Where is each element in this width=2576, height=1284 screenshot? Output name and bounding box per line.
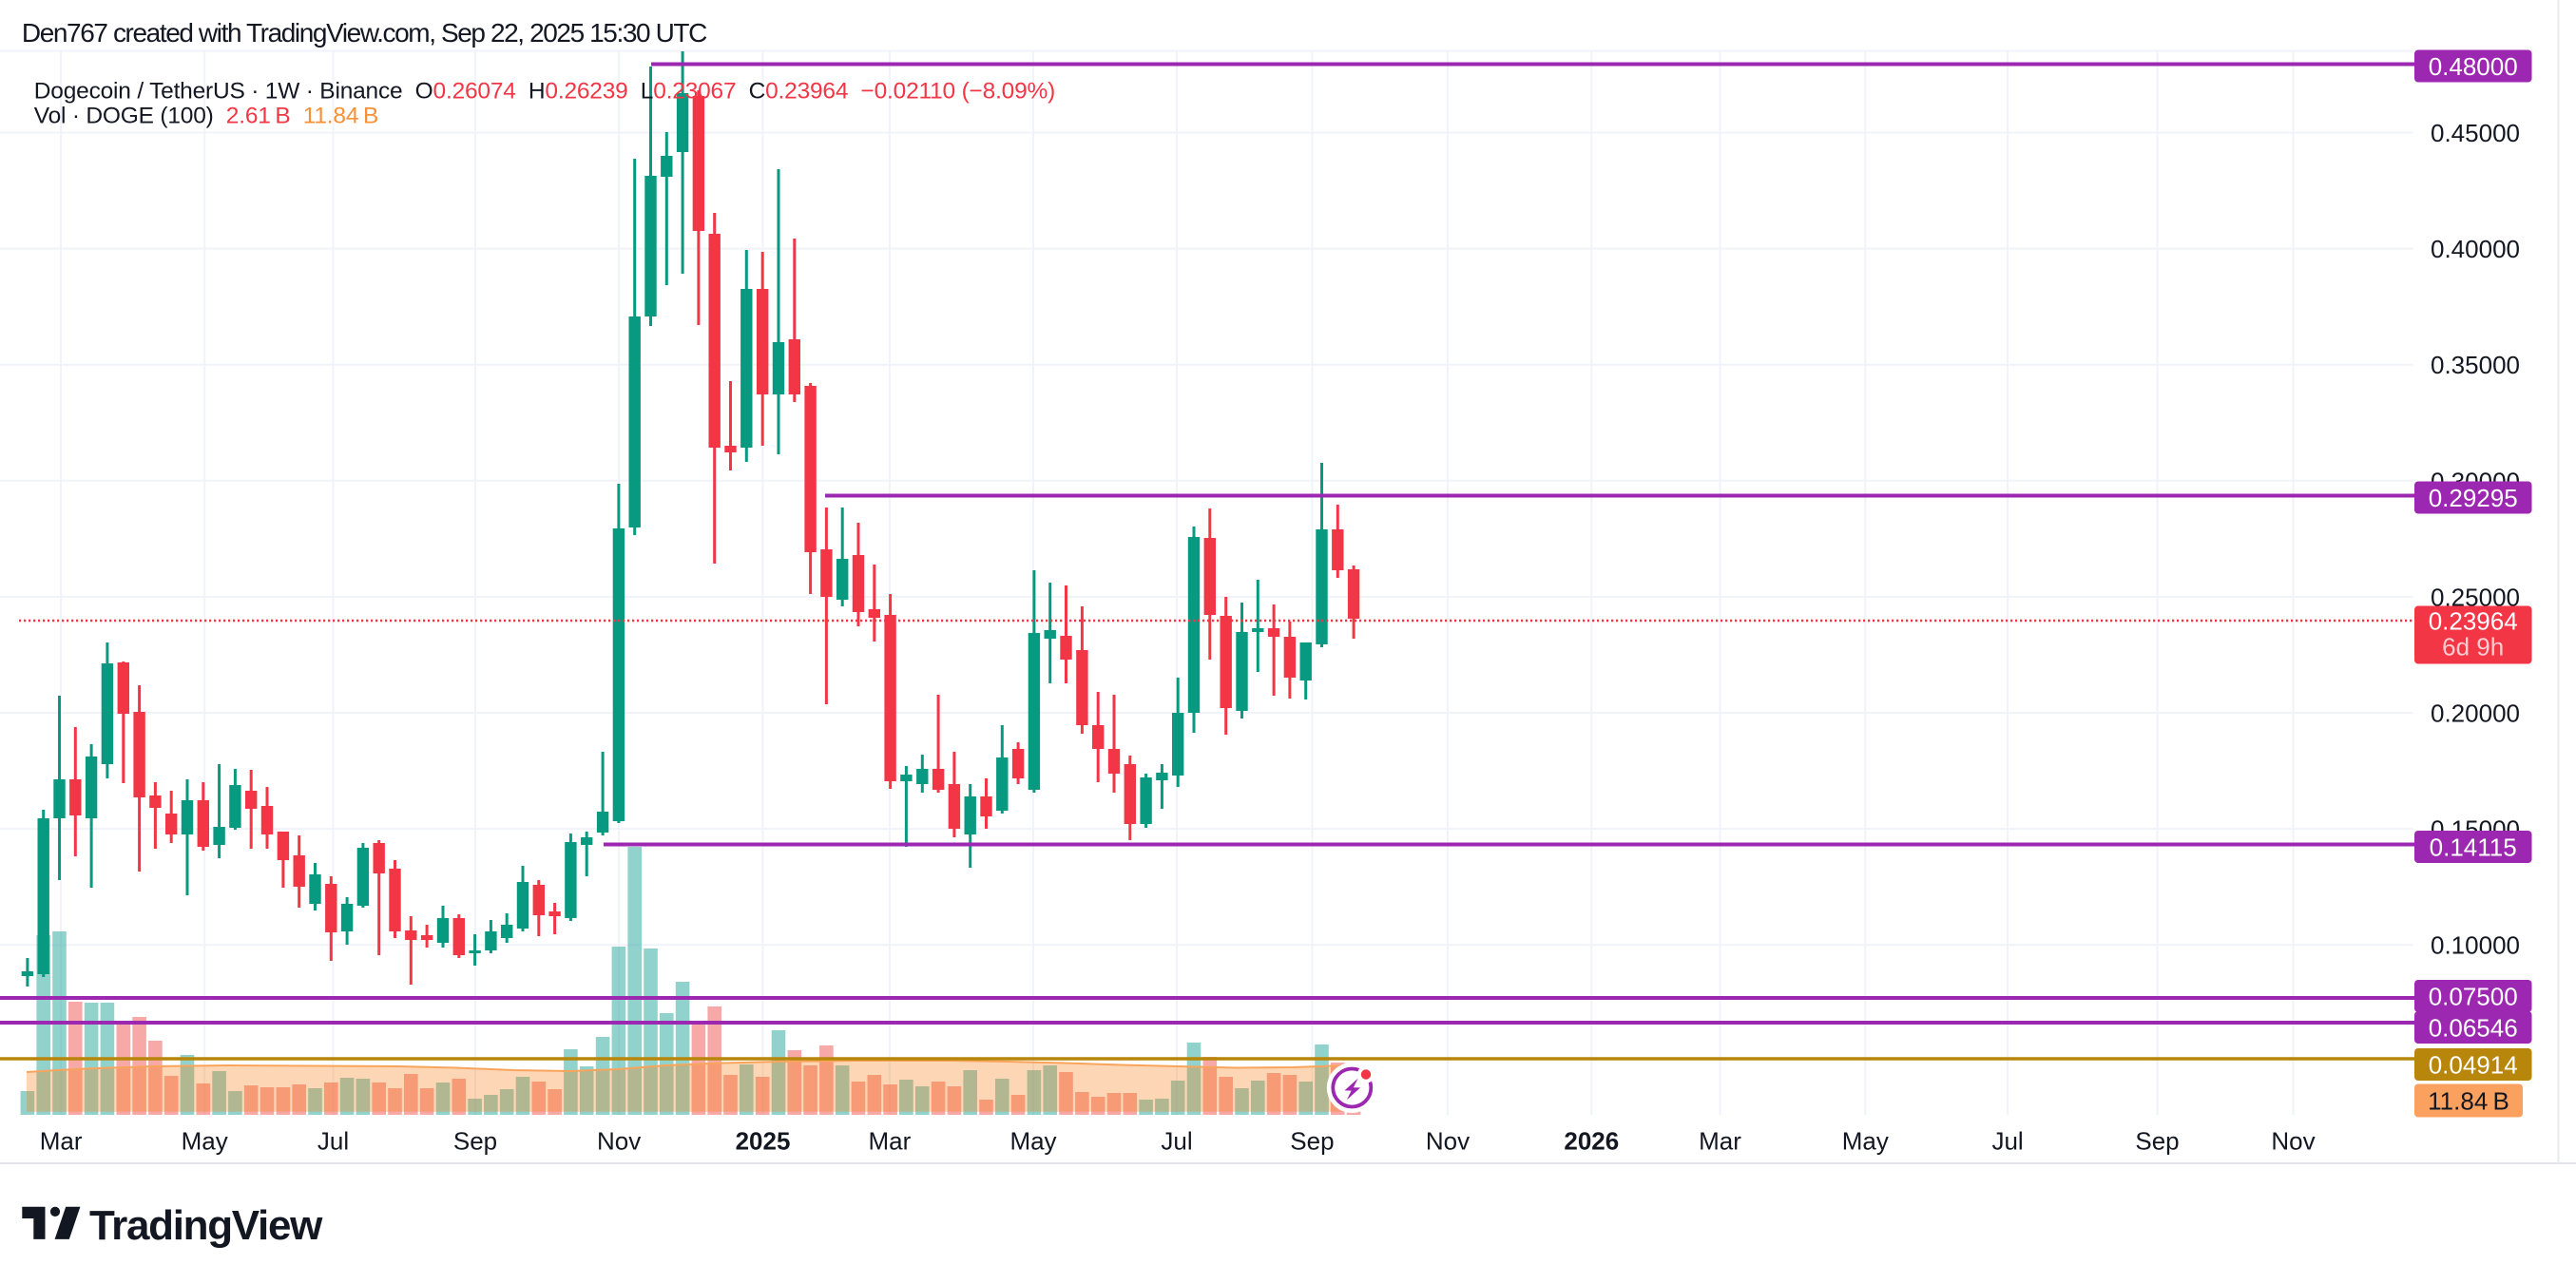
svg-text:Nov: Nov [1426, 1127, 1470, 1156]
svg-text:2026: 2026 [1564, 1127, 1619, 1156]
svg-text:Den767 created with TradingVie: Den767 created with TradingView.com, Sep… [22, 18, 707, 48]
svg-text:0.23964: 0.23964 [2429, 607, 2518, 636]
svg-text:Mar: Mar [40, 1127, 83, 1156]
svg-text:0.07500: 0.07500 [2429, 983, 2518, 1011]
svg-text:Jul: Jul [1991, 1127, 2023, 1156]
svg-text:May: May [1009, 1127, 1056, 1156]
svg-text:0.40000: 0.40000 [2431, 235, 2520, 263]
svg-text:6d 9h: 6d 9h [2442, 633, 2504, 661]
svg-text:Dogecoin / TetherUS · 1W · Bin: Dogecoin / TetherUS · 1W · Binance O0.26… [34, 79, 1055, 105]
svg-text:0.35000: 0.35000 [2431, 351, 2520, 379]
svg-text:0.48000: 0.48000 [2429, 52, 2518, 81]
svg-text:Vol · DOGE (100) 2.61 B 11.8: Vol · DOGE (100) 2.61 B 11.84 B [34, 104, 378, 129]
svg-text:Sep: Sep [453, 1127, 497, 1156]
svg-text:0.04914: 0.04914 [2429, 1051, 2518, 1080]
svg-text:Nov: Nov [597, 1127, 641, 1156]
svg-text:TradingView: TradingView [89, 1202, 323, 1249]
svg-text:Nov: Nov [2271, 1127, 2315, 1156]
svg-text:Jul: Jul [1161, 1127, 1192, 1156]
svg-text:0.29295: 0.29295 [2429, 484, 2518, 512]
svg-text:Mar: Mar [1699, 1127, 1741, 1156]
svg-text:0.45000: 0.45000 [2431, 119, 2520, 147]
svg-text:May: May [1842, 1127, 1889, 1156]
svg-text:2025: 2025 [736, 1127, 791, 1156]
svg-text:0.10000: 0.10000 [2431, 931, 2520, 960]
svg-text:0.06546: 0.06546 [2429, 1014, 2518, 1043]
svg-text:Jul: Jul [317, 1127, 349, 1156]
svg-text:11.84 B: 11.84 B [2428, 1087, 2509, 1116]
svg-text:Sep: Sep [1290, 1127, 1334, 1156]
svg-text:0.20000: 0.20000 [2431, 699, 2520, 728]
svg-text:Mar: Mar [869, 1127, 912, 1156]
svg-text:0.14115: 0.14115 [2430, 834, 2517, 862]
svg-text:Sep: Sep [2135, 1127, 2179, 1156]
svg-text:May: May [182, 1127, 228, 1156]
